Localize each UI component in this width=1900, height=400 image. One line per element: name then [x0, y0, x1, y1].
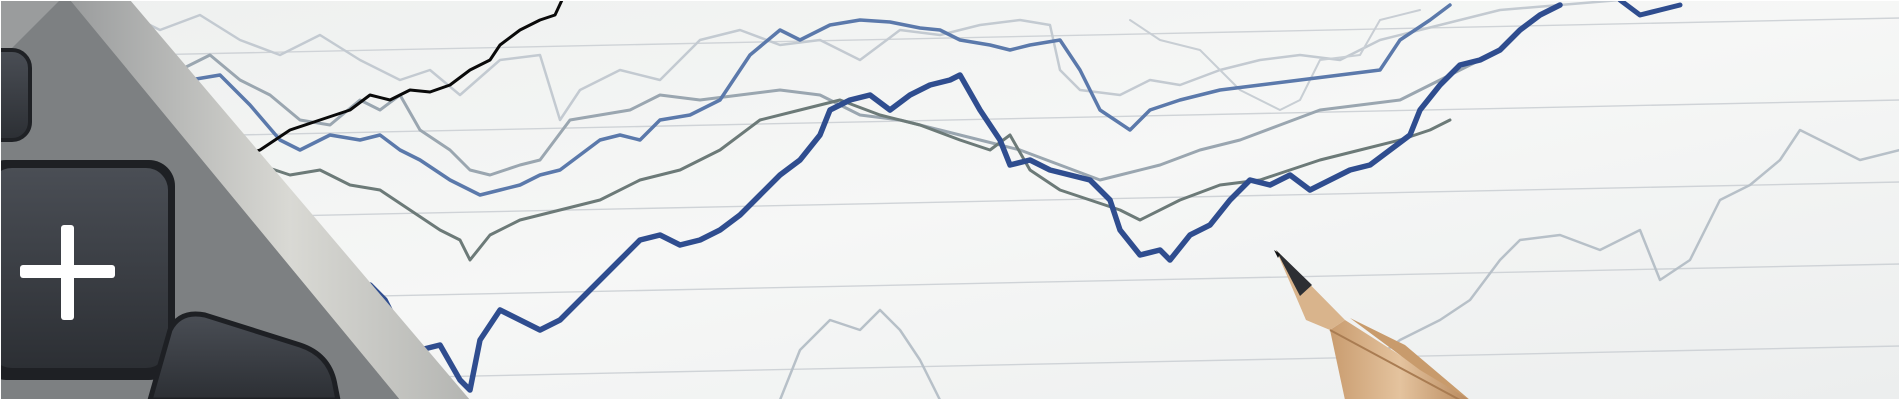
calculator-key-bottom — [147, 311, 341, 400]
chart-series-navy — [347, 0, 1683, 393]
pencil — [1274, 250, 1470, 400]
plus-icon — [20, 225, 115, 320]
calculator-key-plus — [0, 160, 175, 380]
calculator-key-top — [0, 48, 32, 142]
calculator — [0, 0, 470, 400]
chart-series-light — [118, 0, 1900, 400]
chart-series-black — [228, 0, 564, 162]
chart-series-steel-blue — [98, 3, 1452, 197]
